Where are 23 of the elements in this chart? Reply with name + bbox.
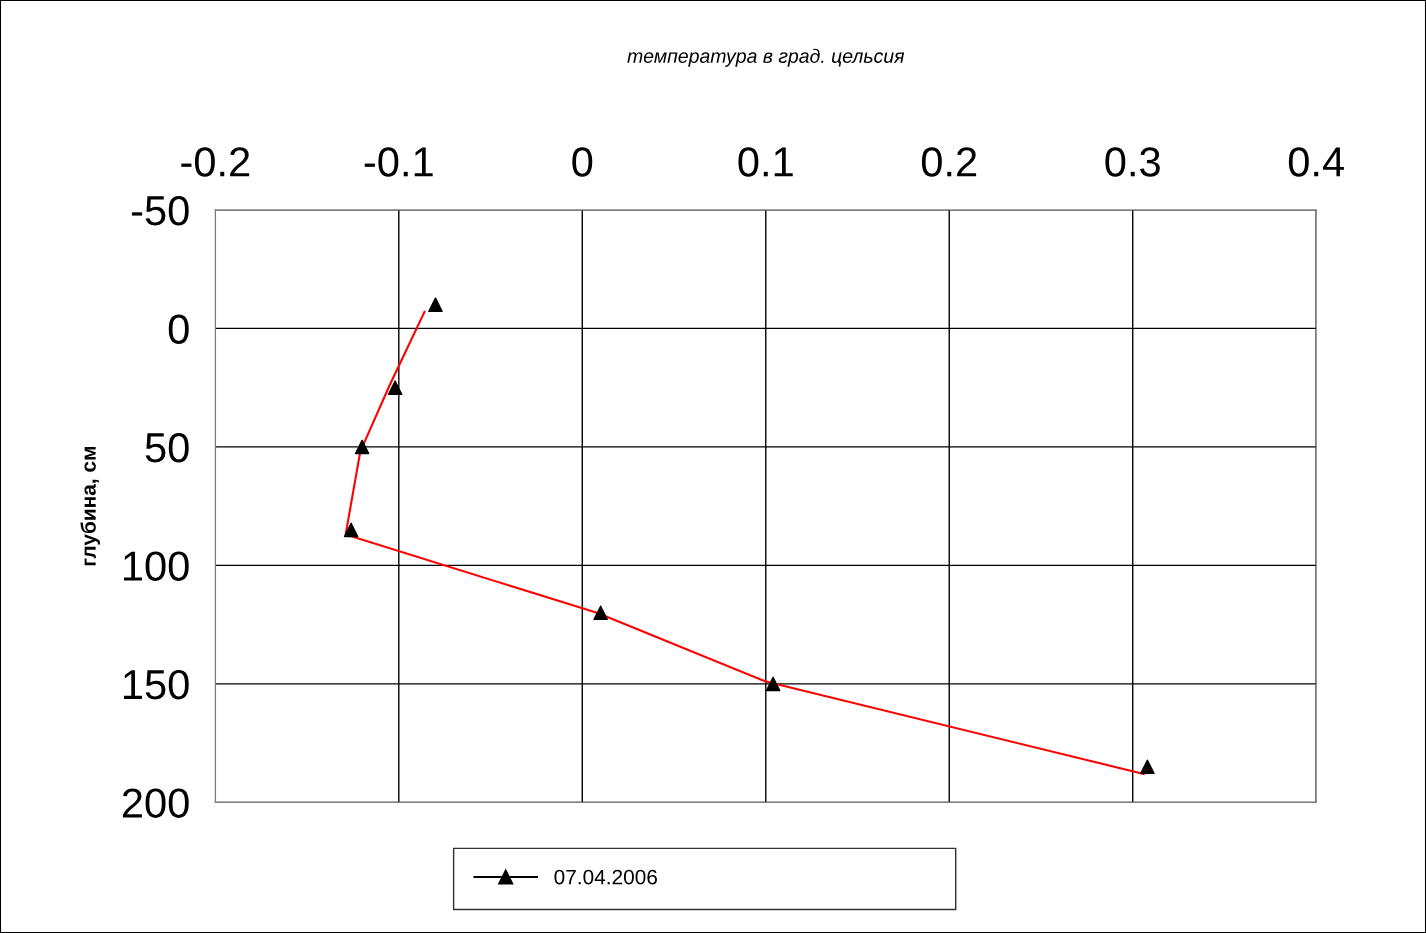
legend-label: 07.04.2006 [554, 869, 657, 885]
point [765, 676, 781, 692]
x-axis-title: температура в град. цельсия [627, 48, 905, 67]
y-axis-title: глубина, см [80, 447, 100, 566]
y-tick-label: 50 [145, 432, 189, 463]
y-tick-label: 0 [168, 314, 189, 344]
x-tick-label: 0.1 [738, 147, 793, 177]
y-tick-label: -50 [131, 195, 189, 226]
point [593, 605, 608, 621]
point [343, 522, 359, 538]
x-tick-label: 0.2 [921, 147, 977, 177]
y-tick-label: 200 [122, 788, 189, 818]
x-tick-label: -0.1 [364, 147, 433, 177]
point [354, 439, 370, 455]
point [1140, 759, 1155, 775]
y-tick-label: 150 [123, 669, 189, 700]
x-tick-label: 0.4 [1288, 147, 1344, 177]
x-tick-label: 0 [572, 147, 593, 177]
point [428, 297, 443, 313]
y-tick-label: 100 [123, 551, 189, 581]
point [387, 380, 403, 395]
x-tick-label: 0.3 [1105, 147, 1160, 177]
x-tick-label: -0.2 [181, 147, 250, 177]
